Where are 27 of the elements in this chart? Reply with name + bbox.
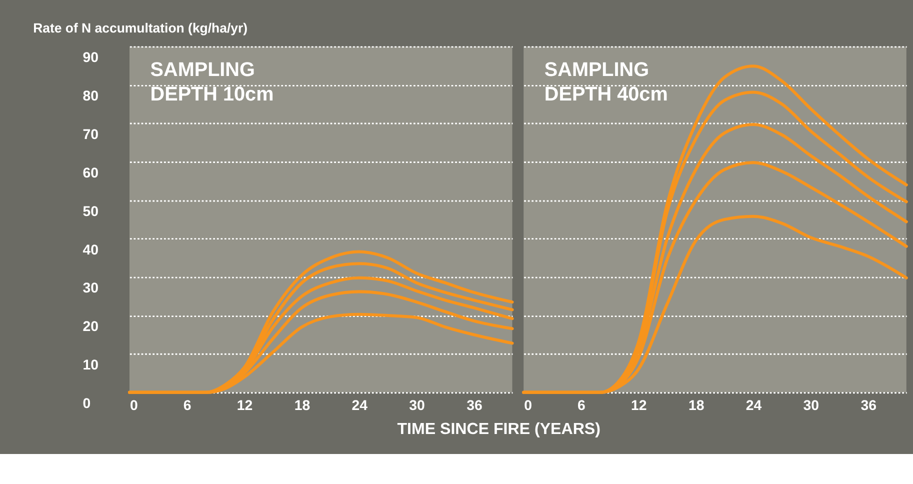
text: SAMPLING DEPTH 10cm	[150, 58, 274, 106]
y-tick-label: 20	[82, 319, 99, 336]
y-tick-label: 80	[82, 88, 99, 105]
x-tick-label: 18	[294, 398, 310, 414]
y-tick-label: 40	[82, 242, 99, 258]
y-axis-title: Rate of N accumultation (kg/ha/yr)	[33, 20, 248, 36]
x-tick-label: 0	[524, 398, 532, 414]
x-tick-label: 24	[746, 398, 762, 414]
x-tick-label: 12	[631, 398, 647, 414]
x-tick-label: 0	[130, 398, 138, 414]
x-tick-label: 36	[466, 398, 482, 414]
y-tick-label: 50	[82, 204, 99, 220]
x-tick-label: 36	[860, 398, 877, 414]
x-tick-label: 18	[688, 398, 704, 414]
x-tick-label: 30	[409, 398, 426, 414]
x-tick-label: 6	[183, 398, 192, 414]
text: SAMPLING DEPTH 40cm	[544, 58, 668, 106]
y-tick-label: 30	[82, 280, 99, 297]
x-tick-label: 12	[236, 398, 253, 414]
x-tick-label: 30	[803, 398, 820, 414]
x-tick-label: 24	[352, 398, 368, 414]
y-tick-label: 70	[82, 126, 99, 143]
y-tick-label: 90	[82, 50, 99, 66]
y-tick-label: 10	[82, 358, 99, 374]
x-axis-title: TIME SINCE FIRE (YEARS)	[397, 420, 600, 438]
y-tick-label: 60	[82, 165, 99, 182]
x-tick-label: 6	[578, 398, 586, 414]
